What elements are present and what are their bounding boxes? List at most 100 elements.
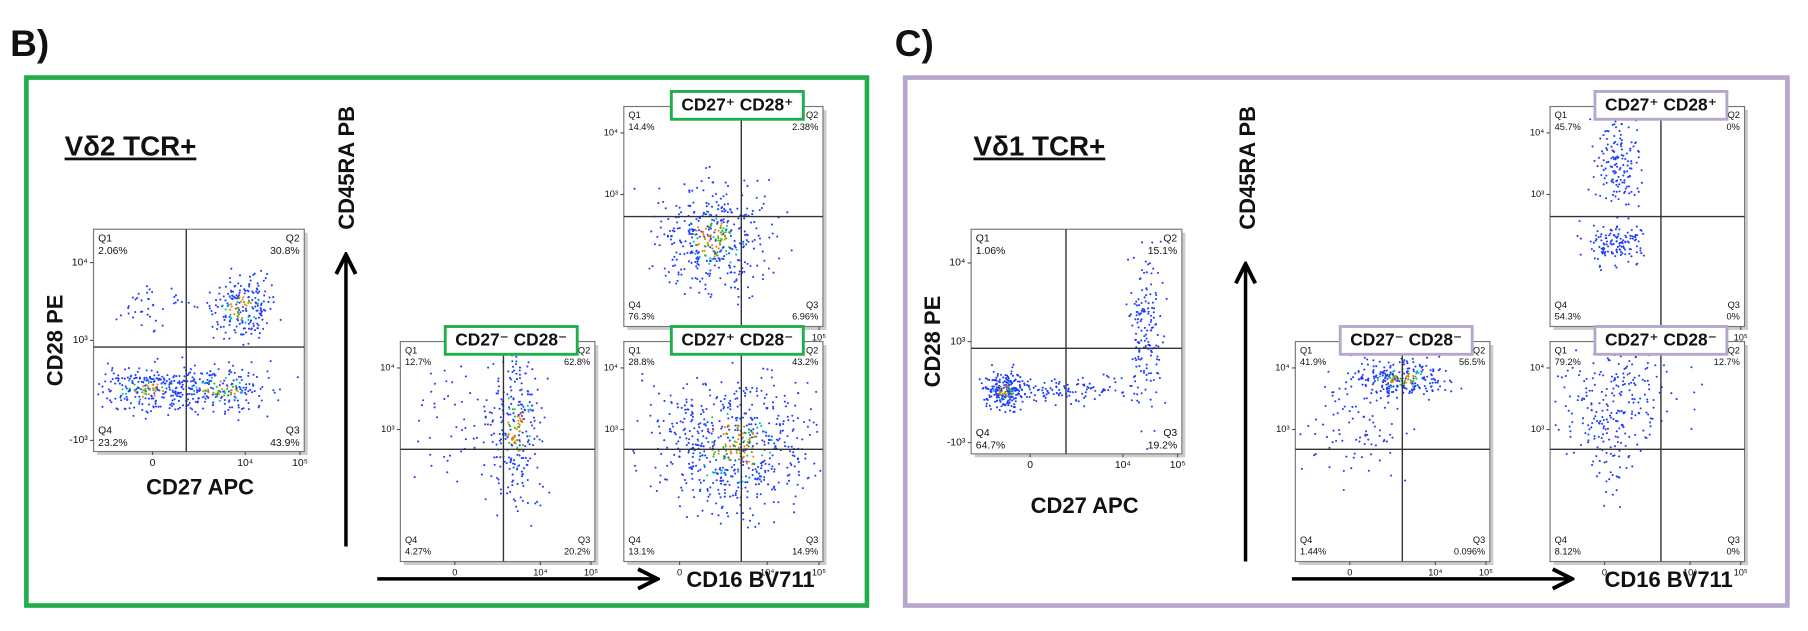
event-dot <box>763 402 766 405</box>
event-dot <box>1069 390 1072 393</box>
event-dot <box>243 391 247 394</box>
event-dot <box>1147 310 1150 313</box>
event-dot <box>1374 375 1377 379</box>
event-dot <box>513 408 516 411</box>
event-dot <box>511 360 514 363</box>
event-dot <box>1000 389 1003 392</box>
event-dot <box>1616 441 1619 444</box>
event-dot <box>1352 456 1355 459</box>
event-dot <box>1350 385 1353 388</box>
event-dot <box>176 299 179 302</box>
event-dot <box>722 232 725 236</box>
event-dot <box>156 371 159 374</box>
event-dot <box>1000 387 1003 391</box>
event-dot <box>497 385 501 388</box>
event-dot <box>183 366 186 369</box>
event-dot <box>747 460 750 463</box>
event-dot <box>719 197 722 200</box>
event-dot <box>171 399 174 402</box>
event-dot <box>1411 357 1414 360</box>
quadrant-name: Q4 <box>976 428 990 439</box>
event-dot <box>1603 461 1606 464</box>
event-dot <box>128 377 131 380</box>
event-dot <box>742 460 745 463</box>
event-dot <box>173 398 176 401</box>
event-dot <box>1358 378 1361 381</box>
event-dot <box>1046 390 1049 393</box>
event-dot <box>711 471 715 474</box>
quadrant-value: 12.7% <box>1714 357 1740 367</box>
event-dot <box>147 393 150 396</box>
event-dot <box>186 374 189 377</box>
event-dot <box>1372 421 1375 424</box>
event-dot <box>131 296 134 299</box>
event-dot <box>188 386 191 390</box>
event-dot <box>1148 323 1151 326</box>
event-dot <box>255 290 258 293</box>
event-dot <box>773 488 777 491</box>
event-dot <box>1299 433 1302 436</box>
event-dot <box>738 443 741 446</box>
event-dot <box>1137 357 1140 360</box>
event-dot <box>691 443 694 446</box>
event-dot <box>1581 397 1584 400</box>
event-dot <box>1396 407 1399 410</box>
event-dot <box>694 252 697 255</box>
event-dot <box>1368 418 1371 421</box>
event-dot <box>511 370 514 374</box>
event-dot <box>733 239 736 242</box>
event-dot <box>714 228 717 231</box>
event-dot <box>717 436 720 439</box>
event-dot <box>1654 364 1657 367</box>
event-dot <box>703 450 706 453</box>
event-dot <box>762 273 765 276</box>
event-dot <box>1148 262 1151 265</box>
event-dot <box>1613 233 1616 236</box>
event-dot <box>737 470 740 473</box>
event-dot <box>522 467 526 470</box>
event-dot <box>676 406 679 409</box>
event-dot <box>460 450 463 453</box>
event-dot <box>1341 439 1344 442</box>
event-dot <box>226 387 229 391</box>
event-dot <box>691 415 694 418</box>
event-dot <box>760 207 763 210</box>
event-dot <box>472 437 475 440</box>
event-dot <box>1328 466 1331 469</box>
event-dot <box>748 436 751 440</box>
event-dot <box>1609 165 1612 168</box>
event-dot <box>772 501 775 504</box>
event-dot <box>1604 167 1607 170</box>
y-tick-label: 10⁴ <box>1530 127 1544 137</box>
event-dot <box>726 436 730 439</box>
event-dot <box>1576 399 1579 402</box>
event-dot <box>241 309 245 312</box>
event-dot <box>1569 430 1572 433</box>
event-dot <box>136 297 139 300</box>
event-dot <box>511 484 514 487</box>
event-dot <box>183 380 186 383</box>
event-dot <box>663 439 666 442</box>
event-dot <box>1639 397 1642 400</box>
event-dot <box>1144 388 1147 391</box>
event-dot <box>1142 271 1146 274</box>
event-dot <box>521 473 524 476</box>
panel-label: C) <box>895 22 934 64</box>
event-dot <box>688 224 691 227</box>
event-dot <box>997 393 1000 396</box>
event-dot <box>1601 409 1604 412</box>
event-dot <box>238 294 241 297</box>
event-dot <box>228 320 231 323</box>
event-dot <box>229 296 232 299</box>
event-dot <box>726 211 729 214</box>
event-dot <box>1579 443 1583 446</box>
event-dot <box>1585 394 1588 397</box>
event-dot <box>691 232 694 236</box>
event-dot <box>1602 152 1605 155</box>
event-dot <box>736 424 739 427</box>
event-dot <box>170 287 173 290</box>
x-tick-label: 10⁵ <box>584 568 598 578</box>
event-dot <box>1094 389 1097 392</box>
event-dot <box>210 309 213 313</box>
event-dot <box>129 375 132 378</box>
